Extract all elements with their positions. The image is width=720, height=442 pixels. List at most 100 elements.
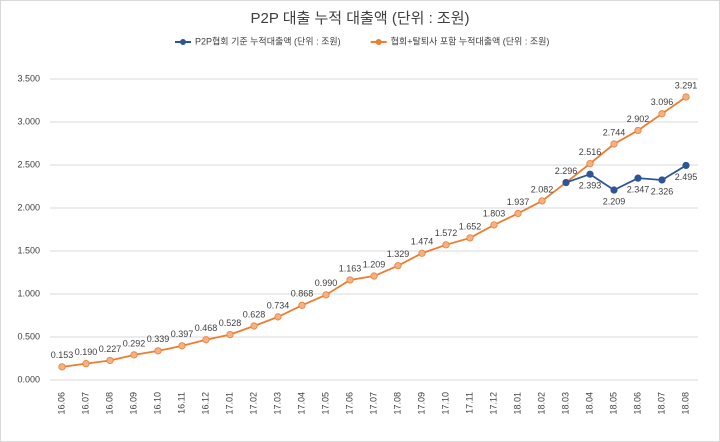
data-label: 0.868 xyxy=(291,289,314,299)
data-label: 0.528 xyxy=(219,318,242,328)
data-point xyxy=(562,178,570,187)
data-label: 0.990 xyxy=(315,278,338,288)
y-tick-label: 2.000 xyxy=(17,202,40,212)
data-point xyxy=(610,140,618,148)
data-label: 1.329 xyxy=(387,249,410,259)
data-label: 2.495 xyxy=(675,172,698,182)
data-label: 2.326 xyxy=(651,186,674,196)
data-label: 1.163 xyxy=(339,263,362,273)
data-label: 0.734 xyxy=(267,300,290,310)
data-label: 2.347 xyxy=(627,185,650,195)
x-tick-label: 16.12 xyxy=(200,392,210,415)
x-tick-label: 16.09 xyxy=(128,392,138,415)
data-point xyxy=(442,241,450,249)
legend-marker xyxy=(375,39,382,45)
data-point xyxy=(418,249,426,257)
x-tick-label: 17.12 xyxy=(488,392,498,415)
x-tick-label: 17.09 xyxy=(416,392,426,415)
data-label: 0.628 xyxy=(243,309,266,319)
data-label: 2.393 xyxy=(579,181,602,191)
x-tick-label: 18.04 xyxy=(584,392,594,415)
data-point xyxy=(586,170,594,178)
data-point xyxy=(82,360,90,368)
data-label: 1.474 xyxy=(411,237,434,247)
x-tick-label: 17.06 xyxy=(344,392,354,415)
data-label: 0.153 xyxy=(51,350,74,360)
data-point xyxy=(370,272,378,280)
data-point xyxy=(466,234,474,242)
x-tick-label: 18.08 xyxy=(680,392,690,415)
x-tick-label: 18.07 xyxy=(656,392,666,415)
x-tick-label: 18.01 xyxy=(512,392,522,415)
x-tick-label: 17.05 xyxy=(320,392,330,415)
y-tick-label: 1.000 xyxy=(17,288,40,298)
legend-marker xyxy=(180,39,186,45)
data-label: 0.227 xyxy=(99,344,122,354)
data-point xyxy=(586,160,594,168)
y-tick-label: 3.500 xyxy=(17,73,40,83)
data-point xyxy=(154,347,162,355)
data-label: 0.190 xyxy=(75,347,98,357)
x-tick-label: 18.02 xyxy=(536,392,546,415)
y-tick-label: 3.000 xyxy=(17,116,40,126)
data-point xyxy=(346,276,354,284)
data-point xyxy=(250,322,258,330)
data-point xyxy=(682,93,690,101)
y-tick-label: 1.500 xyxy=(17,245,40,255)
data-point xyxy=(274,313,282,321)
x-tick-label: 17.11 xyxy=(464,392,474,414)
data-label: 0.339 xyxy=(147,334,170,344)
x-tick-label: 16.08 xyxy=(104,392,114,415)
data-point xyxy=(178,342,186,350)
data-point xyxy=(538,197,546,205)
x-tick-label: 16.06 xyxy=(56,392,66,415)
data-label: 1.803 xyxy=(483,208,506,218)
data-point xyxy=(682,161,690,170)
data-point xyxy=(322,291,330,299)
chart-title: P2P 대출 누적 대출액 (단위 : 조원) xyxy=(250,10,469,27)
x-tick-label: 17.04 xyxy=(296,392,306,415)
data-label: 1.937 xyxy=(507,197,530,207)
data-point xyxy=(202,336,210,344)
x-tick-label: 18.05 xyxy=(608,392,618,415)
data-point xyxy=(610,186,618,194)
legend-label: P2P협회 기준 누적대출액 (단위 : 조원) xyxy=(195,35,341,46)
x-tick-label: 17.07 xyxy=(368,392,378,415)
data-point xyxy=(106,356,114,365)
data-label: 2.902 xyxy=(627,114,650,124)
data-label: 1.209 xyxy=(363,259,386,269)
data-point xyxy=(634,126,642,135)
data-label: 2.744 xyxy=(603,127,626,137)
x-tick-label: 17.02 xyxy=(248,392,258,415)
data-point xyxy=(130,351,138,359)
x-tick-label: 17.08 xyxy=(392,392,402,415)
data-point xyxy=(394,262,402,270)
data-label: 2.082 xyxy=(531,184,554,194)
legend-label: 협회+탈퇴사 포함 누적대출액 (단위 : 조원) xyxy=(391,35,550,46)
x-tick-label: 16.11 xyxy=(176,392,186,414)
data-label: 0.468 xyxy=(195,323,218,333)
data-label: 1.572 xyxy=(435,228,458,238)
data-point xyxy=(634,174,642,182)
data-label: 2.209 xyxy=(603,196,626,206)
data-label: 2.516 xyxy=(579,147,602,157)
x-tick-label: 18.06 xyxy=(632,392,642,415)
data-point xyxy=(58,363,66,371)
data-point xyxy=(226,330,234,339)
data-point xyxy=(514,209,522,218)
x-tick-label: 17.10 xyxy=(440,392,450,415)
data-point xyxy=(658,110,666,118)
data-label: 1.652 xyxy=(459,221,482,231)
data-point xyxy=(298,301,306,309)
x-tick-label: 17.03 xyxy=(272,392,282,415)
data-point xyxy=(658,176,666,184)
x-tick-label: 16.07 xyxy=(80,392,90,415)
data-label: 3.291 xyxy=(675,80,698,90)
y-tick-label: 2.500 xyxy=(17,159,40,169)
y-tick-label: 0.500 xyxy=(17,331,40,341)
x-tick-label: 16.10 xyxy=(152,392,162,415)
data-label: 3.096 xyxy=(651,97,674,107)
series-line xyxy=(565,164,687,192)
